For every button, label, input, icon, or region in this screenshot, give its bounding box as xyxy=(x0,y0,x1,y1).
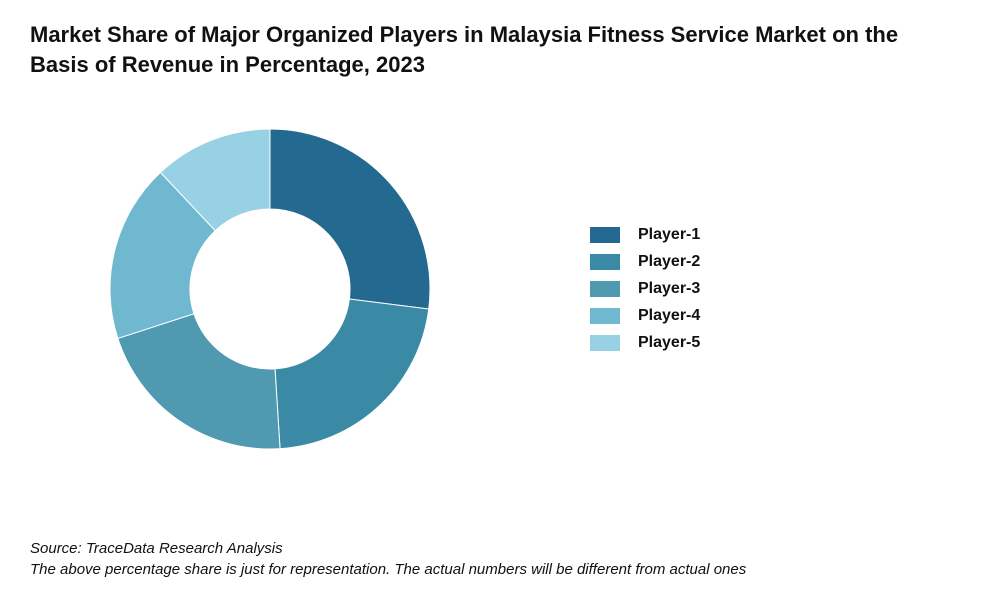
legend-item: Player-5 xyxy=(590,334,700,352)
legend-label: Player-4 xyxy=(638,307,700,325)
source-text: Source: TraceData Research Analysis xyxy=(30,540,746,557)
page: Market Share of Major Organized Players … xyxy=(0,0,1000,600)
donut-slice xyxy=(275,299,429,449)
legend-item: Player-3 xyxy=(590,280,700,298)
legend-item: Player-2 xyxy=(590,253,700,271)
legend-item: Player-1 xyxy=(590,226,700,244)
legend-swatch xyxy=(590,227,620,243)
disclaimer-text: The above percentage share is just for r… xyxy=(30,561,746,578)
legend-swatch xyxy=(590,335,620,351)
legend-label: Player-2 xyxy=(638,253,700,271)
donut-slice xyxy=(270,129,430,309)
footer: Source: TraceData Research Analysis The … xyxy=(30,540,746,578)
donut-slice xyxy=(118,314,280,449)
legend-swatch xyxy=(590,254,620,270)
legend-label: Player-1 xyxy=(638,226,700,244)
chart-row: Player-1 Player-2 Player-3 Player-4 Player-5 xyxy=(30,99,970,479)
legend-swatch xyxy=(590,281,620,297)
legend-label: Player-3 xyxy=(638,280,700,298)
donut-svg xyxy=(30,99,510,479)
legend-swatch xyxy=(590,308,620,324)
legend-item: Player-4 xyxy=(590,307,700,325)
legend-label: Player-5 xyxy=(638,334,700,352)
donut-chart xyxy=(30,99,510,479)
legend: Player-1 Player-2 Player-3 Player-4 Player-5 xyxy=(590,217,700,361)
chart-title: Market Share of Major Organized Players … xyxy=(30,20,950,79)
